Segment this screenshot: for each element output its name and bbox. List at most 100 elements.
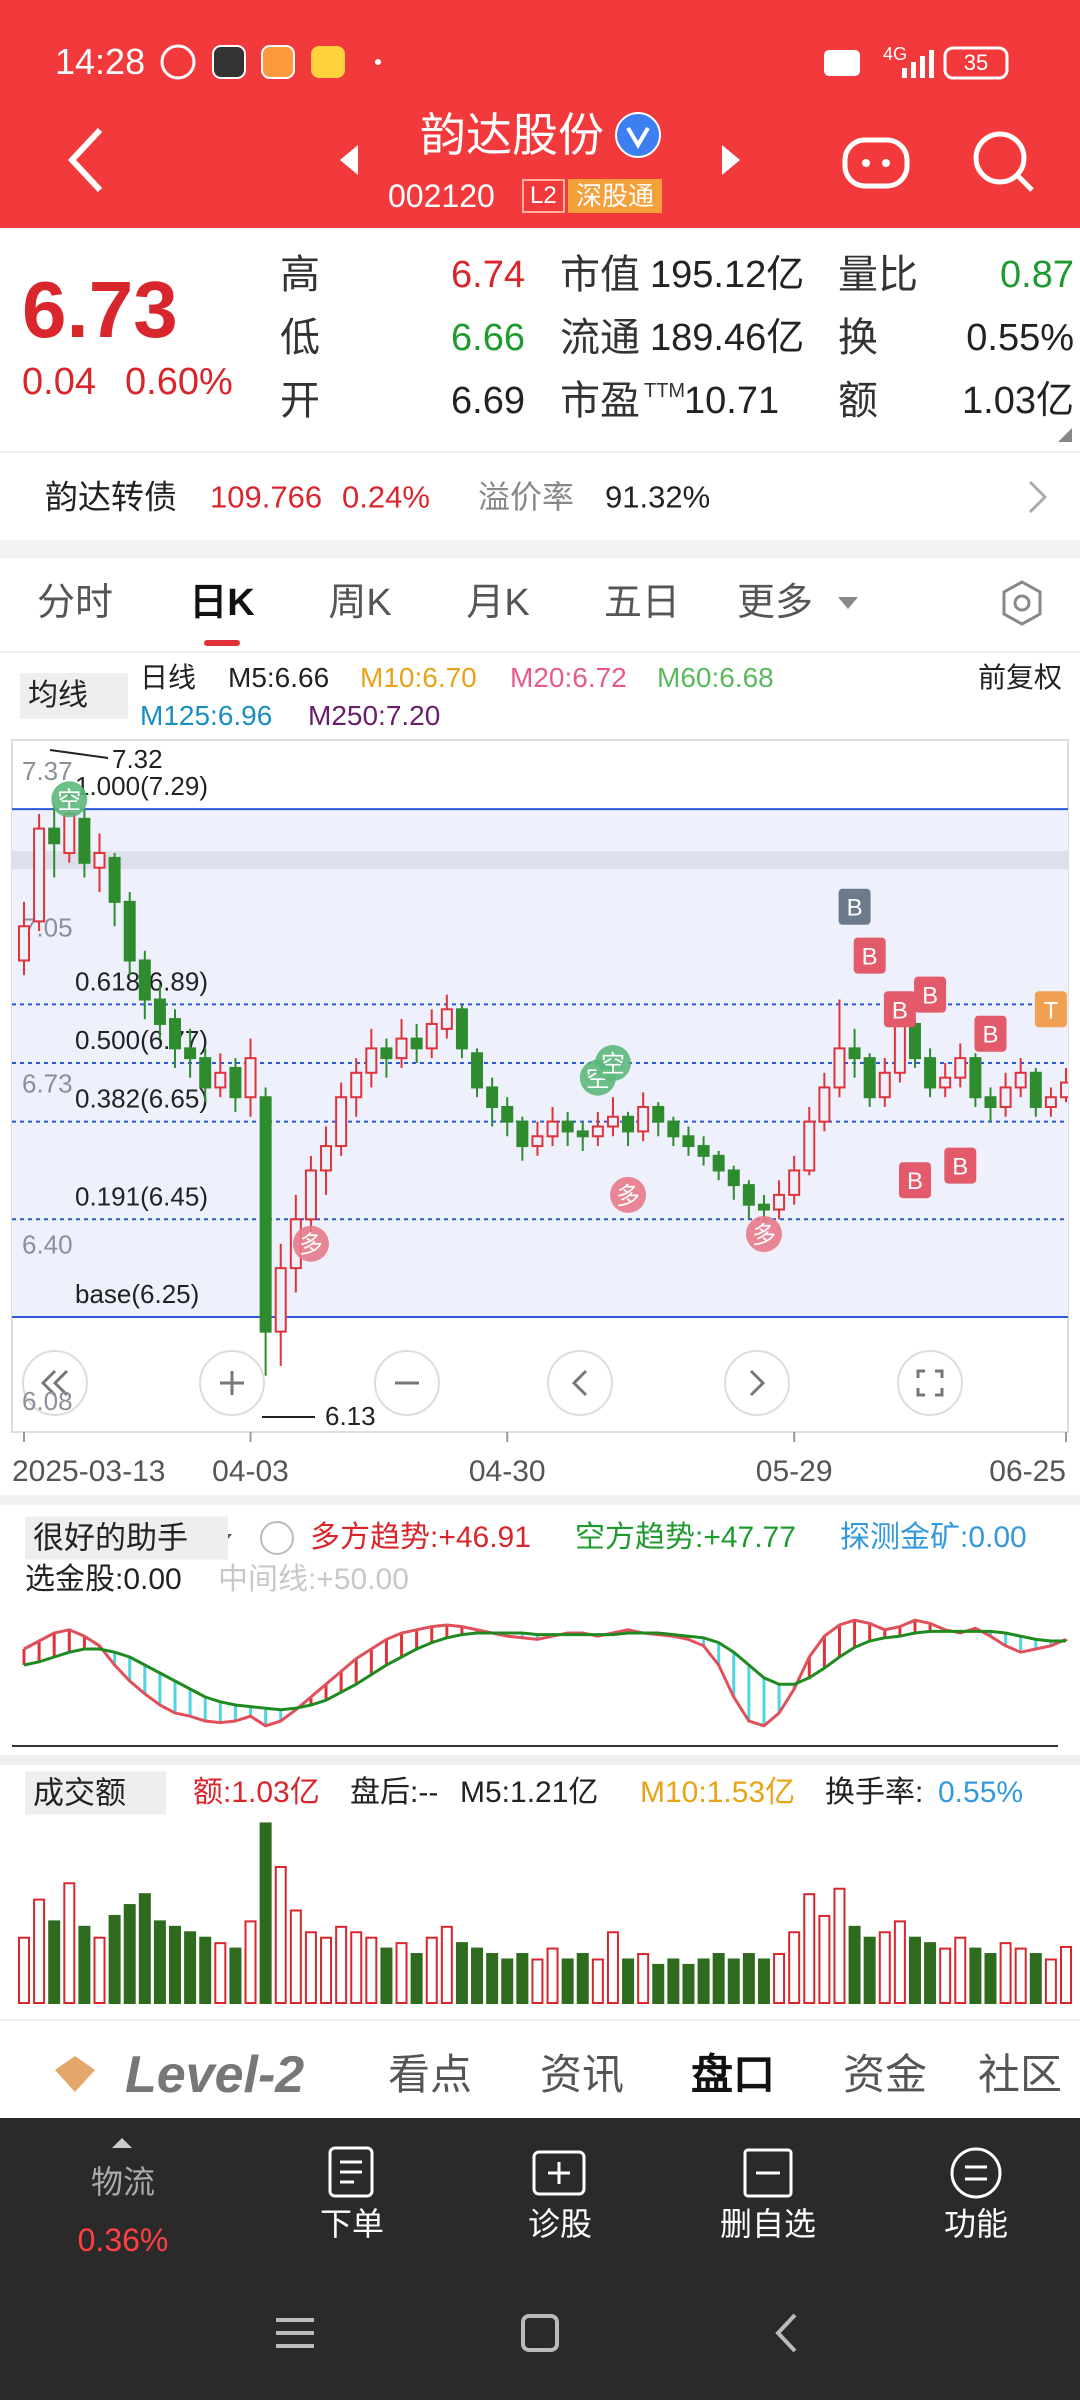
toolbar-button[interactable]: 删自选 <box>719 2206 817 2242</box>
settings-button[interactable] <box>1002 580 1042 626</box>
volume-bar <box>546 1947 559 2005</box>
volume-bar <box>289 1909 302 2004</box>
volume-bar <box>486 1953 499 2005</box>
back-button[interactable] <box>67 127 103 193</box>
candle-body <box>773 1193 786 1211</box>
signal-label: B <box>982 1022 998 1049</box>
candle-body <box>199 1057 212 1089</box>
bottom-tab[interactable]: 资金 <box>842 2051 928 2098</box>
alarm-icon <box>160 44 196 80</box>
volume-bar <box>606 1931 619 2004</box>
volume-bar <box>153 1920 166 2004</box>
home-key[interactable] <box>521 2314 559 2352</box>
candle-body <box>622 1115 635 1133</box>
volume-bar <box>591 1958 604 2004</box>
candle-body <box>471 1052 484 1089</box>
price-adjust[interactable]: 前复权 <box>977 662 1062 693</box>
candle-body <box>788 1169 801 1196</box>
chevron[interactable] <box>1028 480 1048 514</box>
candle-body <box>848 1047 861 1060</box>
right-button[interactable] <box>724 1350 790 1416</box>
bottom-tab[interactable]: 资讯 <box>539 2051 625 2098</box>
field-label: 换 <box>838 316 878 360</box>
candle-body <box>320 1145 333 1172</box>
expand-arrow[interactable] <box>112 2138 132 2148</box>
tab[interactable]: 更多 <box>736 582 814 624</box>
nav-bar <box>276 2313 797 2353</box>
toolbar-button[interactable]: 下单 <box>319 2206 385 2242</box>
search-handle <box>1015 173 1034 192</box>
stock-name: 韵达股份 <box>420 109 604 161</box>
candle-body <box>924 1057 937 1089</box>
expand-corner[interactable] <box>1058 428 1072 442</box>
next-stock[interactable] <box>722 145 740 175</box>
tab[interactable]: 月K <box>466 582 530 624</box>
toolbar-button[interactable]: 诊股 <box>527 2206 593 2242</box>
network: 4G <box>883 44 908 64</box>
candle-body <box>108 856 121 903</box>
tab[interactable]: 分时 <box>36 582 114 624</box>
volume-bar <box>380 1947 393 2005</box>
signal-label: B <box>922 983 938 1010</box>
tab[interactable]: 五日 <box>603 582 681 624</box>
volume-bar <box>93 1936 106 2005</box>
bottom-tab[interactable]: 社区 <box>977 2051 1063 2098</box>
bottom-tab[interactable]: 看点 <box>387 2051 473 2098</box>
indicator-selector[interactable]: 很好的助手 <box>25 1516 228 1560</box>
search-button[interactable] <box>973 131 1027 185</box>
last-price: 6.73 <box>22 265 178 354</box>
back-key[interactable] <box>775 2313 797 2353</box>
volume-bar <box>652 1963 665 2004</box>
tab[interactable]: 日K <box>189 582 255 624</box>
volume-bar <box>697 1958 710 2004</box>
bottom-tab[interactable]: 盘口 <box>690 2051 776 2098</box>
change-percent: 0.60% <box>125 361 233 403</box>
candle-body <box>440 1008 453 1030</box>
candle-body <box>516 1120 529 1148</box>
robot-eye <box>862 159 870 167</box>
candle-body <box>335 1096 348 1148</box>
dot <box>375 59 381 65</box>
bottom-tab[interactable]: Level-2 <box>125 2046 305 2104</box>
signal-label: 空 <box>601 1051 625 1078</box>
candle-body <box>546 1120 559 1138</box>
bond-name: 韵达转债 <box>45 478 177 516</box>
toolbar-button[interactable]: 功能 <box>943 2206 1009 2242</box>
ma-selector[interactable]: 均线 <box>20 673 128 719</box>
candle-body <box>244 1057 257 1099</box>
candle-body <box>908 1022 921 1060</box>
candle-body <box>380 1047 393 1060</box>
volume-bar <box>199 1936 212 2005</box>
candle-body <box>259 1096 272 1333</box>
volume-selector[interactable]: 成交额 <box>25 1771 166 1815</box>
badge: L2 <box>522 179 565 213</box>
candle-body <box>214 1071 227 1089</box>
tab[interactable]: 周K <box>328 582 392 624</box>
volume-bar <box>1029 1953 1042 2005</box>
battery-icon <box>943 46 1009 80</box>
indicator-stat: 探测金矿:0.00 <box>840 1521 1027 1554</box>
volume-bar <box>1044 1958 1057 2004</box>
ma-period: 日线 <box>140 662 197 693</box>
prev-stock[interactable] <box>340 145 358 175</box>
field-value: 195.12亿 <box>650 254 805 296</box>
toolbar-stock: 物流 <box>90 2164 156 2200</box>
signal-marker <box>1034 991 1067 1028</box>
candle-body <box>169 1018 182 1050</box>
candle-body <box>667 1120 680 1138</box>
volume-bar <box>425 1936 438 2005</box>
volume-bar <box>320 1936 333 2005</box>
left-button[interactable] <box>547 1350 613 1416</box>
y-tick-label: 7.37 <box>22 756 73 786</box>
candle-body <box>833 1047 846 1089</box>
candle-body <box>591 1125 604 1138</box>
robot-button[interactable] <box>842 137 910 189</box>
fullscreen-button[interactable] <box>897 1350 963 1416</box>
signal-label: B <box>952 1154 968 1181</box>
verified-badge <box>615 112 661 158</box>
volume-bar <box>108 1914 121 2004</box>
candle-body <box>969 1057 982 1099</box>
candle-body <box>229 1066 242 1099</box>
level-label: base(6.25) <box>75 1279 199 1309</box>
